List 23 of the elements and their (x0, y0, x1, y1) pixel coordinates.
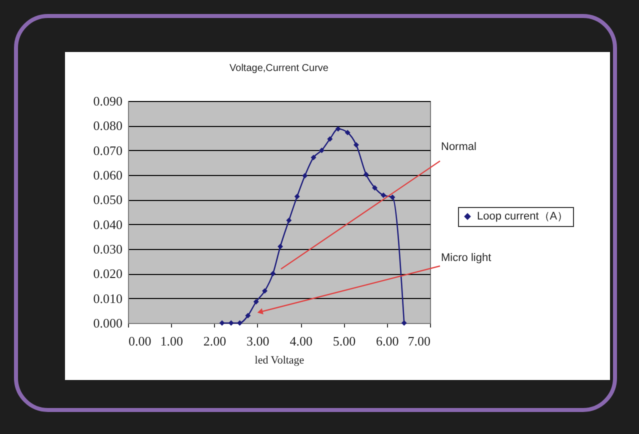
text: Micro light (441, 252, 492, 264)
x-tick-label: 6.00 (376, 334, 399, 348)
x-axis-title: led Voltage (254, 354, 304, 366)
y-tick-label: 0.010 (93, 290, 122, 306)
x-tick-label: 0.00 (128, 334, 152, 348)
y-tick-label: 0.020 (93, 266, 122, 282)
y-tick-label: 0.040 (93, 216, 122, 232)
x-tick-label: 1.00 (160, 334, 184, 348)
x-tick-label: 2.00 (203, 334, 226, 348)
y-tick-label: 0.090 (93, 94, 122, 108)
x-tick-label: 7.00 (408, 334, 430, 348)
chart-title: Voltage,Current Curve (230, 63, 329, 74)
x-tick-label: 5.00 (332, 334, 356, 348)
text: Normal (441, 141, 476, 153)
x-tick-label: 4.00 (290, 334, 312, 348)
y-tick-label: 0.030 (93, 242, 122, 256)
legend-label: Loop current（A） (477, 210, 568, 222)
y-tick-label: 0.000 (93, 316, 122, 330)
x-tick-label: 3.00 (246, 334, 270, 348)
y-tick-label: 0.080 (93, 118, 122, 134)
y-tick-label: 0.050 (93, 192, 122, 208)
y-tick-label: 0.060 (93, 168, 122, 182)
y-tick-label: 0.070 (93, 142, 122, 158)
